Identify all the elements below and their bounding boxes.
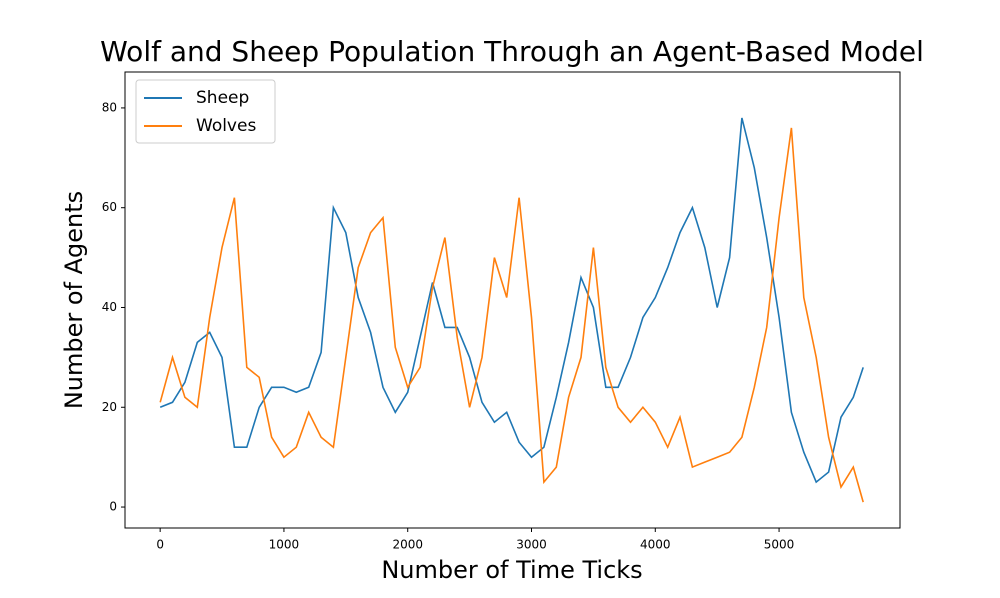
x-tick-label: 1000 xyxy=(269,538,300,552)
y-tick-label: 20 xyxy=(102,400,117,414)
y-axis-label: Number of Agents xyxy=(60,191,88,409)
x-axis-label: Number of Time Ticks xyxy=(381,556,642,584)
legend-label: Sheep xyxy=(196,88,249,108)
y-tick-label: 80 xyxy=(102,100,117,114)
x-tick-label: 2000 xyxy=(392,538,423,552)
legend-box xyxy=(135,79,276,144)
series-line xyxy=(159,127,864,503)
series-line xyxy=(159,117,864,484)
y-tick-label: 0 xyxy=(109,500,117,514)
x-tick-label: 4000 xyxy=(640,538,671,552)
x-tick-label: 0 xyxy=(156,538,164,552)
plot-frame xyxy=(124,71,901,529)
x-tick-label: 5000 xyxy=(764,538,795,552)
y-tick-label: 40 xyxy=(102,300,117,314)
legend-label: Wolves xyxy=(196,116,256,136)
chart-title: Wolf and Sheep Population Through an Age… xyxy=(100,35,924,68)
x-tick-label: 3000 xyxy=(516,538,547,552)
y-tick-label: 60 xyxy=(102,200,117,214)
